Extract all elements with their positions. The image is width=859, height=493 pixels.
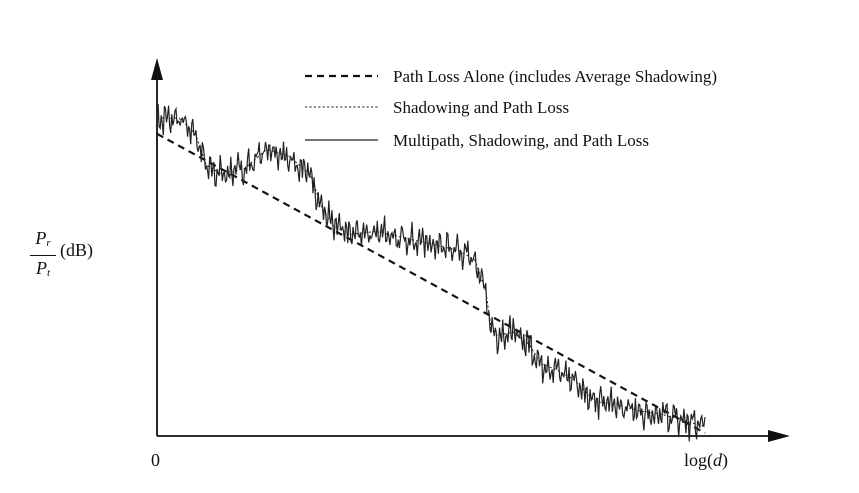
fraction-bar bbox=[30, 255, 56, 256]
axes bbox=[151, 58, 790, 442]
y-num-symbol: P bbox=[35, 228, 47, 248]
x-axis-label: log(d) bbox=[684, 450, 728, 471]
y-den-symbol: P bbox=[35, 258, 47, 278]
series-layer bbox=[156, 103, 706, 442]
x-axis-label-suffix: ) bbox=[722, 450, 728, 471]
y-axis-fraction: Pr Pt bbox=[30, 228, 56, 283]
legend-label-multipath: Multipath, Shadowing, and Path Loss bbox=[393, 131, 649, 150]
y-axis-denominator: Pt bbox=[30, 258, 56, 283]
y-den-sub: t bbox=[46, 267, 51, 279]
legend-label-shadowing: Shadowing and Path Loss bbox=[393, 98, 569, 117]
x-axis-label-prefix: log( bbox=[684, 450, 713, 471]
y-axis-unit: (dB) bbox=[60, 240, 93, 260]
legend-label-path-loss: Path Loss Alone (includes Average Shadow… bbox=[393, 67, 717, 86]
path-loss-line bbox=[156, 132, 706, 434]
y-axis-arrow bbox=[151, 58, 163, 80]
x-origin-label: 0 bbox=[151, 450, 160, 470]
x-axis-arrow bbox=[768, 430, 790, 442]
y-axis-label: Pr Pt (dB) bbox=[30, 228, 140, 288]
legend: Path Loss Alone (includes Average Shadow… bbox=[305, 67, 717, 150]
multipath-line bbox=[156, 103, 706, 442]
x-axis-label-var: d bbox=[713, 450, 723, 470]
y-num-sub: r bbox=[46, 237, 51, 249]
y-axis-numerator: Pr bbox=[30, 228, 56, 253]
